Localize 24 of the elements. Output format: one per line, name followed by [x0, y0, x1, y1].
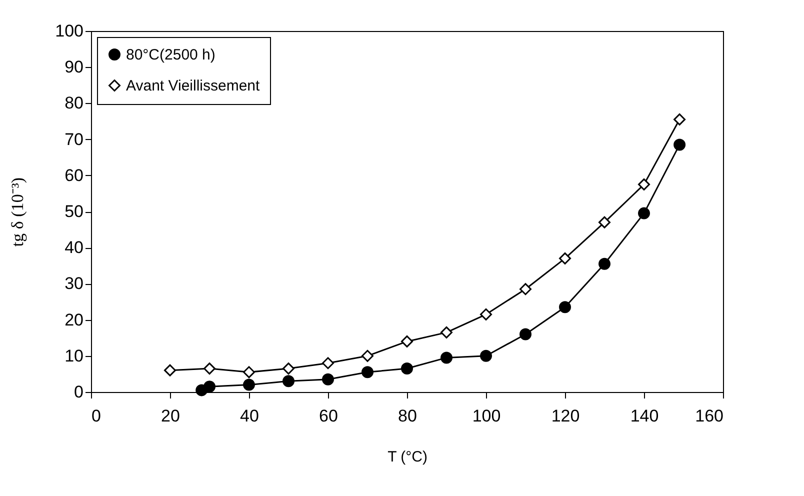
x-tick-label: 160 — [695, 406, 724, 426]
y-tick-label: 100 — [55, 22, 84, 40]
x-tick-label: 100 — [472, 406, 501, 426]
y-tick-label: 40 — [64, 238, 84, 258]
y-tick-label: 0 — [74, 382, 84, 402]
legend-label: 80°C(2500 h) — [126, 46, 216, 64]
x-tick-label: 20 — [161, 406, 180, 426]
y-tick-label: 70 — [64, 130, 84, 149]
y-tick-label: 60 — [64, 166, 84, 185]
x-tick-label: 80 — [398, 406, 417, 426]
y-tick-label: 30 — [64, 274, 84, 294]
x-axis-title: T (°C) — [388, 448, 428, 466]
legend-label: Avant Vieillissement — [126, 78, 261, 94]
y-tick-label: 10 — [64, 346, 84, 366]
y-tick-label: 20 — [64, 310, 84, 330]
y-axis-title: tg δ (10⁻³) — [8, 177, 28, 247]
x-tick-label: 0 — [92, 406, 101, 426]
y-tick-label: 90 — [64, 58, 84, 77]
x-tick-label: 120 — [551, 406, 580, 426]
y-tick-label: 80 — [64, 94, 84, 113]
x-tick-label: 60 — [319, 406, 338, 426]
y-tick-label: 50 — [64, 202, 84, 221]
x-tick-label: 140 — [630, 406, 659, 426]
x-tick-label: 40 — [240, 406, 259, 426]
